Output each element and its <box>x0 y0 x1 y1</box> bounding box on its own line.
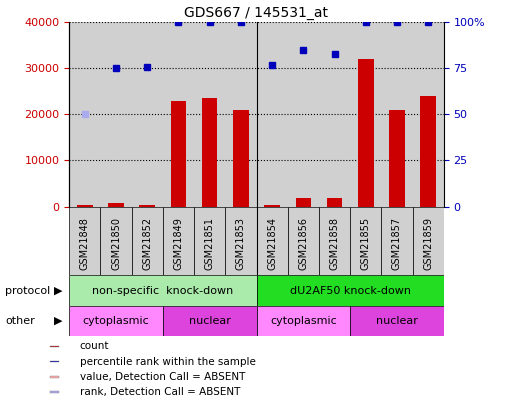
Text: nuclear: nuclear <box>189 316 231 326</box>
Text: GSM21858: GSM21858 <box>329 217 340 270</box>
Bar <box>358 59 373 207</box>
Bar <box>163 22 194 207</box>
Bar <box>288 207 319 275</box>
Bar <box>202 98 218 207</box>
Bar <box>108 203 124 207</box>
Text: count: count <box>80 341 109 352</box>
Bar <box>327 198 342 207</box>
Bar <box>50 361 58 362</box>
Text: GSM21851: GSM21851 <box>205 217 214 270</box>
Bar <box>319 207 350 275</box>
Text: cytoplasmic: cytoplasmic <box>83 316 149 326</box>
Bar <box>163 306 256 336</box>
Text: cytoplasmic: cytoplasmic <box>270 316 337 326</box>
Bar <box>140 205 155 207</box>
Bar <box>319 22 350 207</box>
Bar <box>69 22 101 207</box>
Text: GSM21859: GSM21859 <box>423 217 433 270</box>
Text: other: other <box>5 316 35 326</box>
Bar <box>194 22 225 207</box>
Text: value, Detection Call = ABSENT: value, Detection Call = ABSENT <box>80 372 245 382</box>
Bar <box>69 207 101 275</box>
Bar <box>381 22 412 207</box>
Bar <box>194 207 225 275</box>
Bar <box>256 207 288 275</box>
Bar <box>171 100 186 207</box>
Bar <box>77 205 93 207</box>
Bar <box>256 275 444 306</box>
Text: dU2AF50 knock-down: dU2AF50 knock-down <box>290 286 410 296</box>
Bar <box>132 22 163 207</box>
Text: GSM21849: GSM21849 <box>173 217 184 270</box>
Bar <box>256 306 350 336</box>
Bar <box>132 207 163 275</box>
Bar <box>225 22 256 207</box>
Bar <box>69 306 163 336</box>
Text: rank, Detection Call = ABSENT: rank, Detection Call = ABSENT <box>80 387 240 397</box>
Bar <box>163 207 194 275</box>
Bar <box>412 207 444 275</box>
Title: GDS667 / 145531_at: GDS667 / 145531_at <box>185 6 328 20</box>
Bar <box>225 207 256 275</box>
Bar <box>101 22 132 207</box>
Bar <box>350 306 444 336</box>
Text: GSM21857: GSM21857 <box>392 217 402 270</box>
Bar <box>350 207 381 275</box>
Bar <box>389 110 405 207</box>
Bar <box>350 22 381 207</box>
Bar <box>288 22 319 207</box>
Bar <box>256 22 288 207</box>
Text: GSM21854: GSM21854 <box>267 217 277 270</box>
Text: GSM21855: GSM21855 <box>361 217 371 270</box>
Text: ▶: ▶ <box>54 316 63 326</box>
Text: percentile rank within the sample: percentile rank within the sample <box>80 357 255 367</box>
Bar <box>233 110 249 207</box>
Bar <box>381 207 412 275</box>
Text: GSM21850: GSM21850 <box>111 217 121 270</box>
Text: GSM21856: GSM21856 <box>299 217 308 270</box>
Bar <box>420 96 436 207</box>
Text: ▶: ▶ <box>54 286 63 296</box>
Bar <box>50 376 58 377</box>
Bar <box>50 391 58 393</box>
Text: GSM21852: GSM21852 <box>142 217 152 270</box>
Bar <box>264 205 280 207</box>
Text: nuclear: nuclear <box>376 316 418 326</box>
Bar <box>412 22 444 207</box>
Text: protocol: protocol <box>5 286 50 296</box>
Text: non-specific  knock-down: non-specific knock-down <box>92 286 233 296</box>
Bar <box>101 207 132 275</box>
Bar <box>69 275 256 306</box>
Text: GSM21848: GSM21848 <box>80 217 90 270</box>
Text: GSM21853: GSM21853 <box>236 217 246 270</box>
Bar <box>295 198 311 207</box>
Bar <box>50 345 58 347</box>
